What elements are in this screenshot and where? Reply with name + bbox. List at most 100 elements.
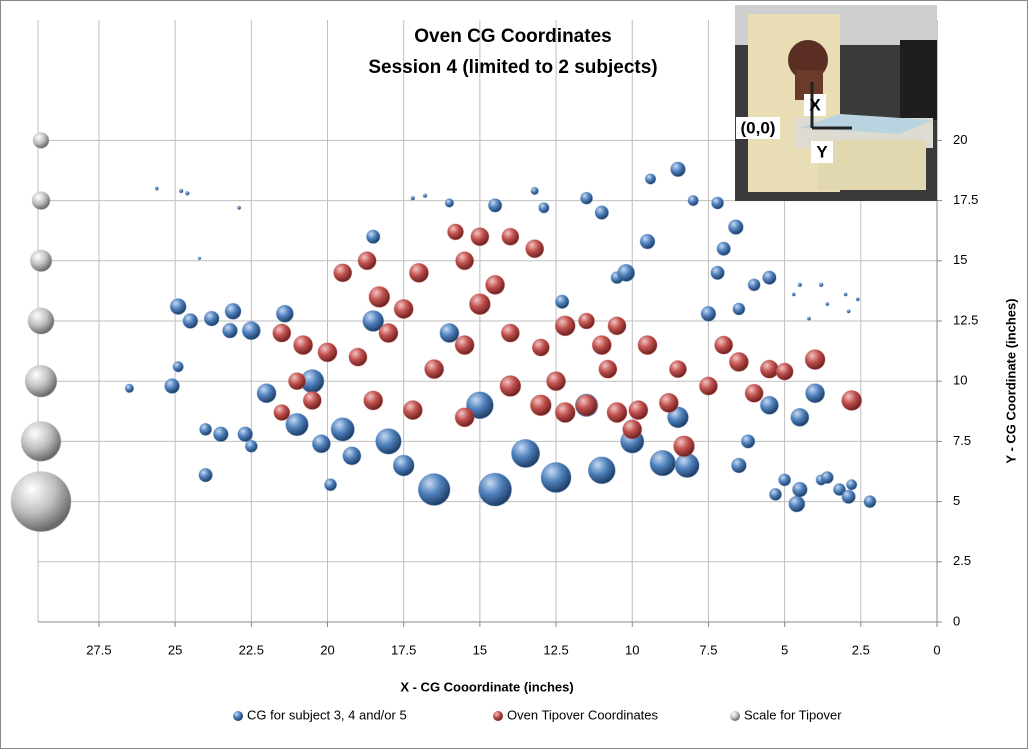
bubble: [363, 390, 384, 411]
bubble: [222, 322, 238, 339]
bubble: [32, 131, 50, 149]
bubble: [591, 335, 612, 356]
bubble: [256, 383, 277, 404]
x-tick-label: 27.5: [86, 642, 111, 657]
bubble: [408, 262, 429, 283]
bubble: [311, 434, 331, 454]
bubble: [554, 402, 576, 423]
bubble: [499, 375, 522, 397]
bubble: [455, 251, 475, 271]
x-tick-label: 12.5: [543, 642, 568, 657]
bubble: [587, 456, 616, 485]
bubble: [710, 265, 725, 281]
bubble: [392, 454, 415, 477]
bubble: [594, 205, 609, 220]
bubble: [711, 196, 725, 210]
bubble: [818, 282, 824, 288]
bubble: [454, 407, 475, 428]
bubble: [554, 315, 576, 337]
bubble: [806, 316, 812, 321]
y-tick-label: 7.5: [953, 433, 971, 448]
bubble: [178, 188, 184, 194]
bubble: [531, 338, 550, 357]
bubble: [740, 434, 756, 449]
bubble: [529, 394, 552, 417]
bubble: [244, 439, 258, 453]
bubble: [530, 186, 539, 196]
bubble: [333, 263, 353, 283]
bubble: [791, 292, 796, 297]
bubble: [538, 202, 550, 214]
y-tick-label: 2.5: [953, 553, 971, 568]
bubble: [172, 361, 184, 373]
bubble: [29, 249, 53, 273]
bubble: [424, 359, 445, 380]
y-tick-label: 12.5: [953, 312, 978, 327]
bubble: [768, 487, 782, 501]
bubble: [598, 359, 618, 379]
x-tick-label: 22.5: [239, 642, 264, 657]
bubble: [846, 309, 851, 314]
bubble: [673, 435, 695, 458]
bubble: [199, 422, 213, 436]
bubble: [790, 407, 810, 427]
inset-label: (0,0): [741, 118, 776, 137]
chart-title: Oven CG Coordinates: [414, 26, 611, 47]
bubble: [468, 293, 491, 316]
y-tick-label: 17.5: [953, 192, 978, 207]
x-tick-label: 25: [168, 642, 182, 657]
bubble: [644, 173, 657, 185]
bubble: [422, 193, 428, 199]
bubble: [485, 274, 506, 295]
bubble: [670, 161, 686, 178]
bubble: [804, 349, 826, 370]
bubble: [841, 390, 863, 411]
bubble: [778, 473, 792, 487]
bubble: [863, 495, 877, 509]
bubble: [546, 371, 567, 392]
bubble: [348, 347, 368, 367]
bubble: [182, 313, 199, 329]
x-tick-label: 5: [781, 642, 788, 657]
bubble: [731, 457, 747, 474]
bubble: [639, 233, 656, 250]
inset-label: Y: [816, 142, 828, 161]
bubble: [788, 495, 806, 513]
bubble: [714, 335, 734, 355]
y-tick-label: 10: [953, 373, 967, 388]
legend-label: CG for subject 3, 4 and/or 5: [247, 707, 407, 722]
bubble: [212, 426, 229, 443]
bubble: [275, 304, 294, 323]
bubble: [31, 191, 51, 211]
y-tick-label: 15: [953, 252, 967, 267]
x-tick-label: 10: [625, 642, 639, 657]
bubble: [728, 219, 744, 235]
bubble: [417, 473, 451, 506]
bubble: [124, 383, 135, 394]
bubble: [10, 471, 72, 533]
bubble: [184, 190, 190, 196]
bubble: [487, 198, 503, 213]
bubble: [368, 286, 391, 308]
bubble: [20, 421, 62, 462]
bubble: [628, 400, 649, 421]
bubble: [342, 446, 362, 466]
bubble: [575, 394, 598, 417]
bubble: [841, 489, 856, 504]
bubble: [855, 297, 860, 302]
bubble: [465, 391, 494, 420]
bubble: [317, 342, 338, 363]
bubble: [843, 292, 848, 297]
bubble: [511, 438, 541, 469]
bubble: [375, 428, 402, 455]
x-axis-title: X - CG Cooordinate (inches): [400, 679, 573, 694]
bubble: [224, 302, 242, 320]
bubble: [164, 378, 180, 394]
bubble: [540, 462, 572, 494]
legend-swatch: [493, 711, 503, 721]
bubble: [687, 194, 699, 207]
bubble: [762, 270, 777, 285]
x-tick-label: 15: [473, 642, 487, 657]
x-tick-label: 0: [933, 642, 940, 657]
